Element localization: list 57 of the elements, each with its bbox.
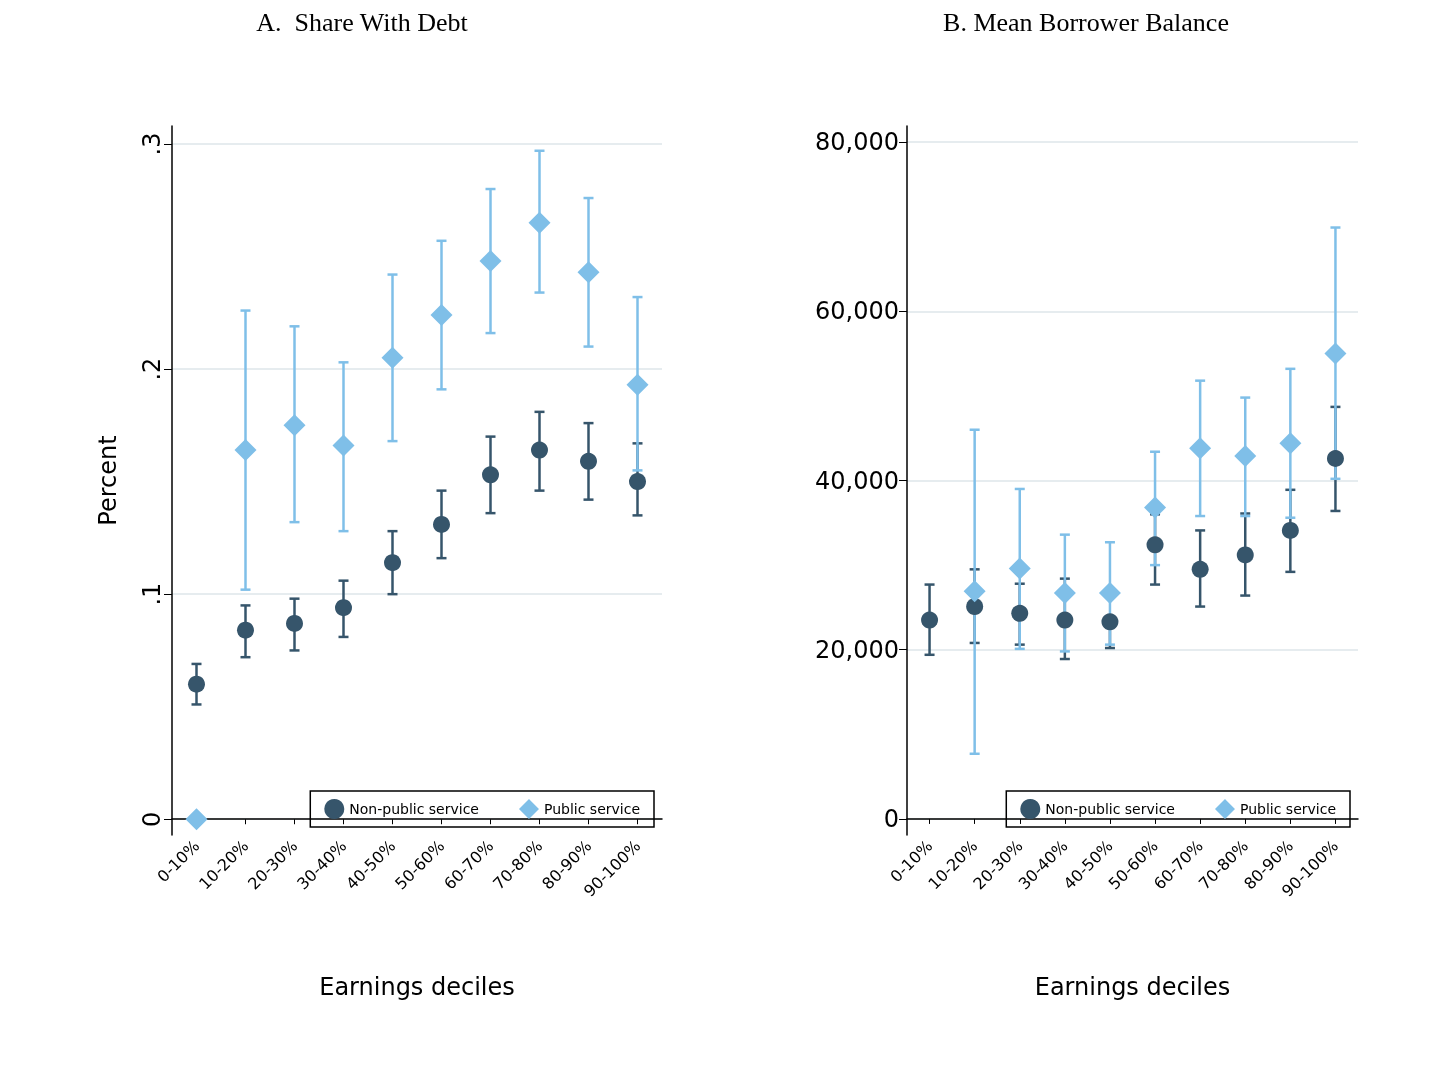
point (482, 466, 499, 484)
point (1326, 450, 1344, 467)
point (1324, 342, 1347, 365)
point (1144, 496, 1167, 519)
y-tick-label: .3 (138, 132, 166, 156)
point (580, 452, 597, 470)
point (1011, 604, 1029, 622)
point (479, 250, 502, 273)
point (381, 346, 404, 369)
point (963, 580, 986, 603)
legend-label: Public service (1239, 801, 1336, 817)
y-tick-label: 0 (883, 804, 899, 833)
point (626, 373, 649, 396)
point (1281, 521, 1299, 539)
point (528, 211, 551, 234)
point (629, 473, 646, 491)
point (1191, 560, 1209, 578)
point (1236, 546, 1254, 564)
point (1279, 432, 1302, 455)
legend-label: Non-public service (1045, 801, 1175, 817)
y-tick-label: .2 (138, 357, 166, 381)
point (1056, 611, 1074, 629)
legend-label: Public service (543, 801, 640, 817)
point (966, 598, 984, 616)
point (185, 808, 208, 831)
point (286, 614, 303, 632)
point (1234, 444, 1257, 467)
y-tick-label: .1 (138, 582, 166, 606)
point (384, 554, 401, 572)
x-axis-title: Earnings deciles (319, 973, 515, 1001)
y-axis-title: Percent (94, 435, 122, 526)
y-tick-label: 20,000 (815, 635, 899, 664)
y-tick-label: 0 (138, 811, 166, 827)
legend-label: Non-public service (349, 801, 479, 817)
point (577, 261, 600, 284)
point (1146, 536, 1164, 554)
point (237, 621, 254, 639)
chart-title: A. Share With Debt (256, 7, 469, 37)
x-axis-title: Earnings deciles (1034, 973, 1231, 1001)
point (335, 599, 352, 617)
point (1101, 613, 1119, 631)
point (1098, 582, 1121, 605)
y-tick-label: 40,000 (815, 466, 899, 495)
point (188, 675, 205, 693)
point (283, 414, 306, 437)
point (430, 304, 453, 327)
point (332, 434, 355, 457)
point (234, 439, 257, 462)
chart-title: B. Mean Borrower Balance (943, 7, 1229, 37)
point (1189, 437, 1212, 460)
y-tick-label: 80,000 (815, 128, 899, 157)
y-tick-label: 60,000 (815, 297, 899, 326)
point (1008, 557, 1031, 580)
point (921, 611, 939, 629)
point (433, 515, 450, 533)
point (531, 441, 548, 459)
point (1053, 582, 1076, 605)
